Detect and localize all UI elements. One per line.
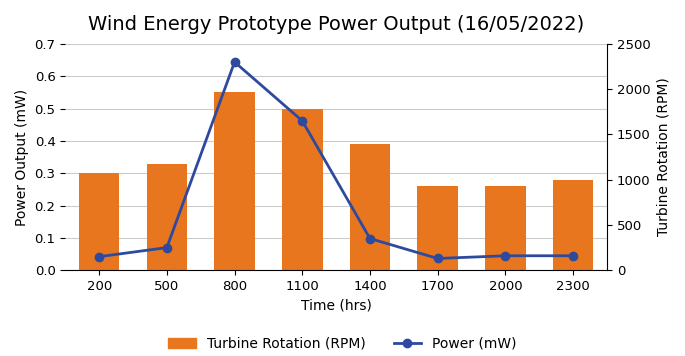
Bar [553, 180, 593, 270]
Legend: Turbine Rotation (RPM), Power (mW): Turbine Rotation (RPM), Power (mW) [162, 331, 523, 356]
Bar [214, 93, 255, 270]
Bar [282, 109, 323, 270]
X-axis label: Time (hrs): Time (hrs) [301, 299, 371, 313]
Y-axis label: Power Output (mW): Power Output (mW) [15, 89, 29, 226]
Bar [349, 144, 390, 270]
Bar [485, 186, 525, 270]
Title: Wind Energy Prototype Power Output (16/05/2022): Wind Energy Prototype Power Output (16/0… [88, 15, 584, 34]
Y-axis label: Turbine Rotation (RPM): Turbine Rotation (RPM) [656, 78, 670, 236]
Bar [417, 186, 458, 270]
Bar [147, 163, 187, 270]
Bar [79, 173, 119, 270]
